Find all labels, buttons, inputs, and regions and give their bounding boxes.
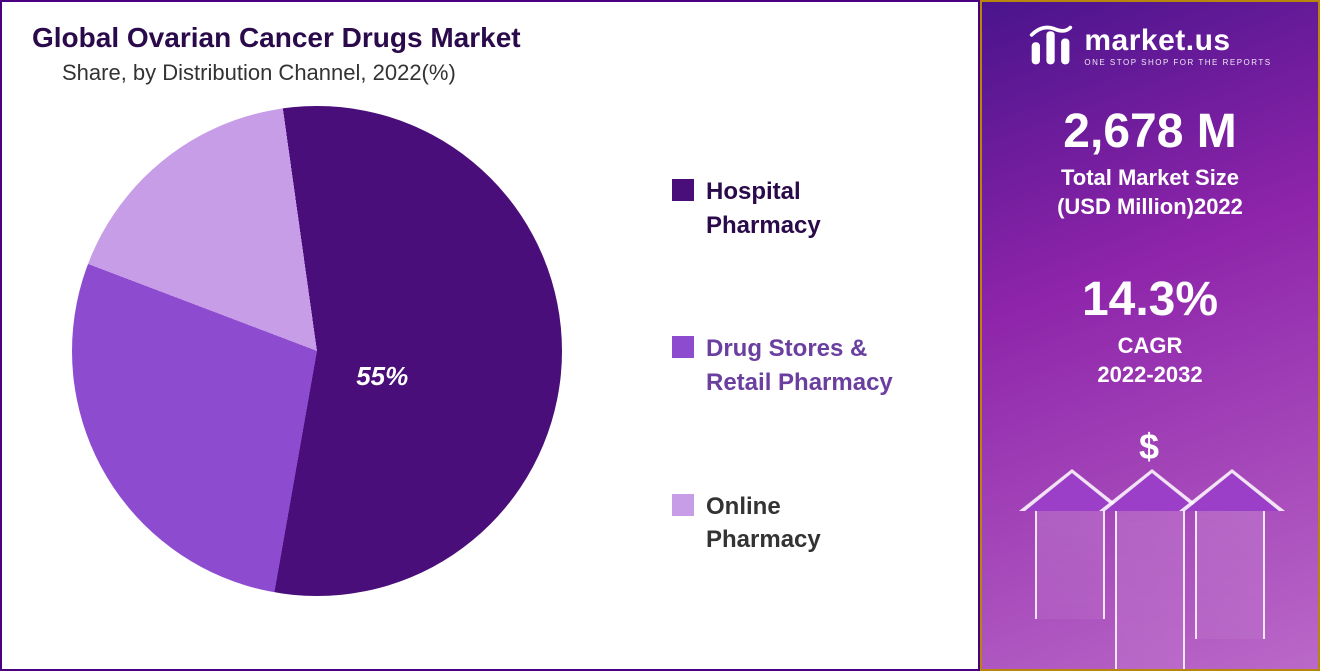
legend-label: Online Pharmacy <box>706 490 821 557</box>
metric-cagr: 14.3% CAGR 2022-2032 <box>1082 276 1218 389</box>
left-panel: Global Ovarian Cancer Drugs Market Share… <box>0 0 980 671</box>
pie-chart: 55% <box>72 106 562 596</box>
metric-label: Total Market Size (USD Million)2022 <box>1057 164 1243 221</box>
pie-graphic <box>72 106 562 596</box>
metric-value: 2,678 M <box>1057 108 1243 156</box>
legend-swatch <box>672 179 694 201</box>
legend-item-hospital: Hospital Pharmacy <box>672 175 893 242</box>
brand-text: market.us ONE STOP SHOP FOR THE REPORTS <box>1084 24 1271 67</box>
legend-swatch <box>672 494 694 516</box>
pie-slice-label: 55% <box>356 361 408 392</box>
arrow-icon <box>1195 509 1265 639</box>
legend-item-drugstores: Drug Stores & Retail Pharmacy <box>672 332 893 399</box>
dollar-icon: $ <box>1139 426 1159 468</box>
legend-swatch <box>672 336 694 358</box>
legend: Hospital Pharmacy Drug Stores & Retail P… <box>672 175 893 557</box>
right-panel: market.us ONE STOP SHOP FOR THE REPORTS … <box>980 0 1320 671</box>
brand-logo-icon <box>1028 22 1074 68</box>
legend-label: Drug Stores & Retail Pharmacy <box>706 332 893 399</box>
chart-title: Global Ovarian Cancer Drugs Market <box>32 22 948 54</box>
metric-label: CAGR 2022-2032 <box>1082 332 1218 389</box>
legend-label: Hospital Pharmacy <box>706 175 821 242</box>
chart-subtitle: Share, by Distribution Channel, 2022(%) <box>62 60 948 86</box>
growth-arrows-icon: $ <box>982 509 1318 671</box>
brand-name: market.us <box>1084 24 1230 58</box>
brand: market.us ONE STOP SHOP FOR THE REPORTS <box>1028 22 1271 68</box>
legend-item-online: Online Pharmacy <box>672 490 893 557</box>
arrow-icon: $ <box>1115 509 1185 671</box>
chart-area: 55% Hospital Pharmacy Drug Stores & Reta… <box>32 106 948 596</box>
metric-value: 14.3% <box>1082 276 1218 324</box>
arrow-icon <box>1035 509 1105 619</box>
brand-tagline: ONE STOP SHOP FOR THE REPORTS <box>1084 58 1271 67</box>
metric-market-size: 2,678 M Total Market Size (USD Million)2… <box>1057 108 1243 221</box>
